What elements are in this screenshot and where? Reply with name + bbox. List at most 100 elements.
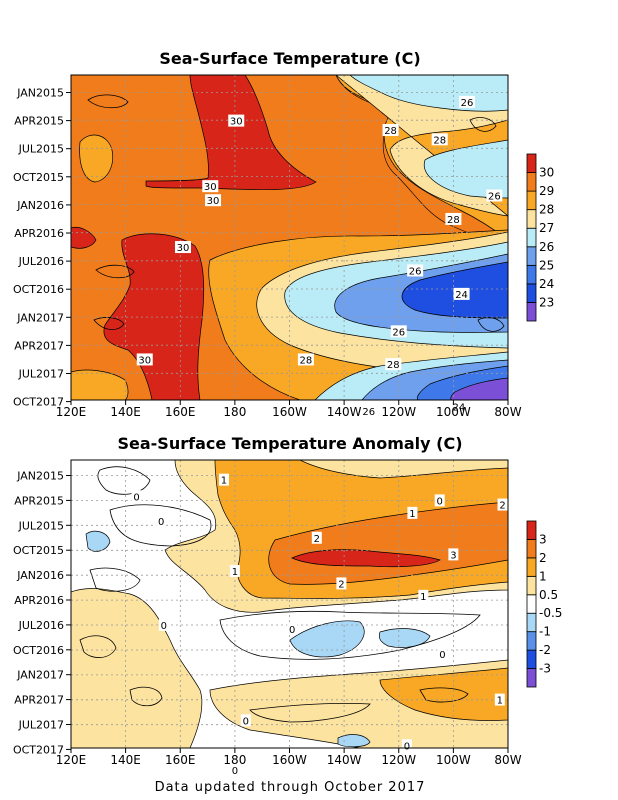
- contour-label: 2: [314, 534, 320, 545]
- colorbar-swatch: [526, 190, 537, 211]
- bottom-chart-plot: 1 0 0 2 1 0 2 3 1 2 1 0 0 0 1 0 0 0 JAN2015 APR2015 JUL2015…: [13, 459, 522, 777]
- colorbar-label: 25: [539, 258, 554, 272]
- contour-label-box: [459, 95, 476, 108]
- contour-label: 0: [439, 650, 445, 661]
- colorbar-label: -0.5: [539, 606, 562, 620]
- contour-label-box: [297, 353, 314, 366]
- top-band-29-westpatch2: [71, 369, 129, 400]
- y-tick-label: JAN2017: [16, 311, 64, 324]
- top-band-30-main: [145, 75, 317, 190]
- contour-label-box: [229, 564, 240, 577]
- bottom-colorbar: -3 -2 -1 -0.5 0.5 1 2 3: [526, 520, 562, 688]
- contour-label-box: [360, 404, 377, 417]
- top-contour-labels: 30 28 26 28 26 30 30 28 30 26 24 26 28 28 30 26 24: [136, 95, 503, 418]
- y-tick-label: APR2016: [14, 227, 64, 240]
- contour-label-box: [205, 194, 222, 207]
- contour-label-box: [218, 473, 229, 486]
- y-tick-label: OCT2016: [13, 283, 64, 296]
- footer-note: Data updated through October 2017: [155, 780, 426, 795]
- contour-label: 26: [461, 98, 474, 109]
- top-chart-plot: 30 28 26 28 26 30 30 28 30 26 24 26 28 28 30 26 24 JAN20…: [13, 74, 522, 419]
- contour-label: 24: [455, 290, 468, 301]
- contour-label: 28: [384, 126, 397, 137]
- contour-label: 3: [450, 550, 456, 561]
- contour-label: 30: [230, 117, 243, 128]
- bottom-grid: [71, 460, 508, 748]
- colorbar-swatch: [526, 172, 537, 192]
- contour-label: 0: [232, 766, 238, 777]
- colorbar-swatch: [526, 283, 537, 303]
- bot-band-1-south: [379, 667, 508, 721]
- contour-label: 2: [499, 501, 505, 512]
- colorbar-label: 24: [539, 277, 554, 291]
- colorbar-swatch: [526, 594, 537, 614]
- colorbar-swatch: [526, 246, 537, 266]
- contour-label-box: [401, 739, 412, 752]
- y-tick-label: OCT2017: [13, 743, 64, 756]
- colorbar-swatch: [526, 631, 537, 651]
- contour-label-box: [156, 515, 167, 528]
- contour-label-box: [336, 577, 347, 590]
- y-tick-label: OCT2017: [13, 396, 64, 409]
- bottom-y-axis: JAN2015 APR2015 JUL2015 OCT2015 JAN2016 APR20…: [13, 470, 71, 756]
- contour-label: 28: [433, 135, 446, 146]
- contour-label-box: [486, 189, 503, 202]
- contour-label: 30: [138, 355, 151, 366]
- contour-label: 0: [133, 492, 139, 503]
- contour-label: 0: [243, 716, 249, 727]
- colorbar-label: 23: [539, 295, 554, 309]
- x-tick-label: 120W: [381, 405, 416, 419]
- contour-label: 0: [158, 517, 164, 528]
- y-tick-label: APR2016: [14, 594, 64, 607]
- contour-label-box: [174, 241, 191, 254]
- colorbar-label: 29: [539, 184, 554, 198]
- contour-label: 0: [404, 741, 410, 752]
- contour-label-box: [382, 123, 399, 136]
- contour-label: 28: [300, 355, 313, 366]
- x-tick-label: 160W: [272, 405, 307, 419]
- bot-band-3: [291, 549, 441, 568]
- colorbar-swatch: [526, 649, 537, 669]
- x-tick-label: 120W: [381, 753, 416, 767]
- x-tick-label: 140E: [110, 405, 141, 419]
- colorbar-label: 3: [539, 532, 547, 546]
- colorbar-label: 26: [539, 240, 554, 254]
- contour-label: 1: [497, 696, 503, 707]
- x-tick-label: 80W: [494, 753, 521, 767]
- contour-label: 30: [204, 182, 217, 193]
- y-tick-label: OCT2016: [13, 644, 64, 657]
- y-tick-label: APR2015: [14, 494, 64, 507]
- x-tick-label: 100W: [436, 405, 471, 419]
- contour-label: 1: [232, 567, 238, 578]
- x-tick-label: 120E: [56, 753, 87, 767]
- y-tick-label: JAN2015: [16, 470, 64, 483]
- contour-label-box: [445, 212, 462, 225]
- colorbar-swatch: [526, 520, 537, 540]
- colorbar-swatch: [526, 575, 537, 596]
- colorbar-label: 0.5: [539, 588, 558, 602]
- colorbar-label: 27: [539, 221, 554, 235]
- top-x-axis: 120E 140E 160E 180 160W 140W 120W 100W 80W: [56, 400, 522, 419]
- colorbar-label: -1: [539, 625, 551, 639]
- colorbar-label: 28: [539, 203, 554, 217]
- colorbar-swatch: [526, 264, 537, 285]
- y-tick-label: APR2017: [14, 694, 64, 707]
- contour-label-box: [240, 714, 251, 727]
- contour-label: 1: [409, 509, 415, 520]
- top-band-30-lower: [103, 233, 205, 400]
- contour-label: 30: [207, 196, 220, 207]
- top-y-axis: JAN2015 APR2015 JUL2015 OCT2015 JAN2016 APR20…: [13, 87, 71, 409]
- top-band-29-westpatch: [79, 134, 114, 183]
- contour-label: 26: [409, 266, 422, 277]
- colorbar-swatch: [526, 302, 537, 322]
- x-tick-label: 140W: [327, 405, 362, 419]
- contour-label-box: [407, 506, 418, 519]
- contour-label-box: [228, 114, 245, 127]
- y-tick-label: JAN2016: [16, 569, 64, 582]
- y-tick-label: JUL2016: [18, 255, 64, 268]
- y-tick-label: JUL2016: [18, 619, 64, 632]
- contour-label-box: [431, 133, 448, 146]
- bottom-chart-title: Sea-Surface Temperature Anomaly (C): [117, 434, 462, 453]
- colorbar-swatch: [526, 612, 537, 633]
